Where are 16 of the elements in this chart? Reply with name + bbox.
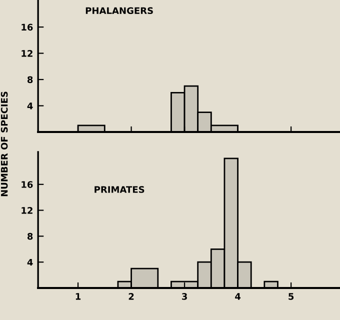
y-tick-label: 12 bbox=[22, 207, 32, 214]
y-tick-label: 16 bbox=[22, 181, 33, 188]
x-tick-label: 2 bbox=[128, 293, 134, 300]
x-tick-label: 1 bbox=[76, 293, 81, 300]
y-axis-title: NUMBER OF SPECIES bbox=[0, 92, 8, 196]
y-tick-label: 8 bbox=[27, 76, 33, 84]
text: PRIMATES bbox=[94, 186, 144, 193]
y-tick-label: 8 bbox=[27, 232, 33, 240]
y-tick-label: 4 bbox=[27, 258, 33, 266]
y-tick-label: 4 bbox=[27, 102, 33, 110]
x-tick-label: 3 bbox=[182, 293, 187, 300]
y-tick-label: 16 bbox=[22, 24, 33, 31]
y-tick-label: 12 bbox=[22, 50, 32, 57]
text: PHALANGERS bbox=[86, 7, 153, 14]
x-tick-label: 5 bbox=[288, 293, 294, 300]
x-tick-label: 4 bbox=[235, 293, 241, 300]
